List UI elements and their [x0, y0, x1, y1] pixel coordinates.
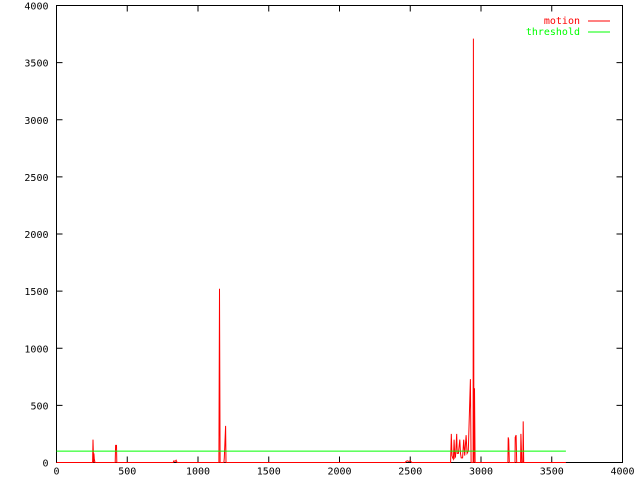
x-tick-label: 2500: [398, 467, 422, 478]
y-tick-label: 2500: [24, 173, 48, 184]
x-tick-label: 1500: [257, 467, 281, 478]
x-tick-label: 3500: [540, 467, 564, 478]
y-tick-label: 3500: [24, 59, 48, 70]
y-tick-label: 2000: [24, 230, 48, 241]
series-motion: [56, 38, 566, 463]
y-tick-label: 1500: [24, 287, 48, 298]
x-tick-label: 500: [118, 467, 136, 478]
y-tick-label: 3000: [24, 116, 48, 127]
x-tick-label: 2000: [327, 467, 351, 478]
y-tick-label: 1000: [24, 344, 48, 355]
x-tick-label: 3000: [469, 467, 493, 478]
x-tick-label: 1000: [186, 467, 210, 478]
x-tick-label: 0: [53, 467, 59, 478]
y-tick-label: 0: [42, 459, 48, 470]
legend-label-motion: motion: [544, 16, 580, 27]
y-tick-label: 4000: [24, 2, 48, 13]
y-tick-label: 500: [30, 401, 48, 412]
legend-label-threshold: threshold: [526, 27, 580, 38]
x-tick-label: 4000: [610, 467, 634, 478]
plot-border: [56, 5, 623, 463]
